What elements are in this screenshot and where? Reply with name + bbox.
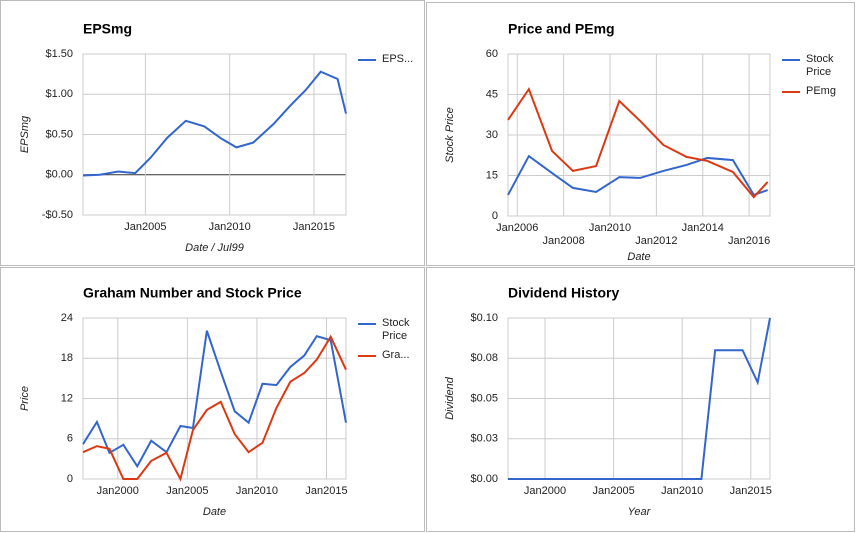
panel xyxy=(426,267,855,532)
series-line xyxy=(507,86,769,199)
x-tick-label: Jan2005 xyxy=(166,485,208,497)
y-tick-label: 6 xyxy=(67,433,73,445)
x-tick-label: Jan2000 xyxy=(97,485,139,497)
y-tick-label: 0 xyxy=(492,210,498,222)
y-axis-title: Price xyxy=(19,386,31,411)
x-tick-label: Jan2005 xyxy=(124,221,166,233)
x-tick-label: Jan2015 xyxy=(730,485,772,497)
legend-item: EPS... xyxy=(382,53,414,65)
y-tick-label: $0.03 xyxy=(470,433,498,445)
legend-item: Gra... xyxy=(382,349,410,361)
x-axis-title: Date / Jul99 xyxy=(185,242,244,254)
y-tick-label: 60 xyxy=(486,48,498,60)
legend-item: Stock Price xyxy=(806,53,834,78)
legend-item: Stock Price xyxy=(382,317,410,342)
x-axis-title: Year xyxy=(628,506,652,518)
y-tick-label: $1.50 xyxy=(45,48,73,60)
panel xyxy=(426,2,855,266)
y-axis-title: Stock Price xyxy=(444,107,456,163)
x-axis-title: Date xyxy=(627,251,650,263)
series-line xyxy=(82,70,347,177)
y-tick-label: 18 xyxy=(61,352,73,364)
y-tick-label: $1.00 xyxy=(45,88,73,100)
y-tick-label: $0.08 xyxy=(470,352,498,364)
x-tick-label: Jan2006 xyxy=(496,222,538,234)
y-tick-label: $0.05 xyxy=(470,392,498,404)
series-line xyxy=(82,330,347,469)
x-tick-label: Jan2010 xyxy=(661,485,703,497)
x-tick-label: Jan2015 xyxy=(305,485,347,497)
x-tick-label: Jan2008 xyxy=(543,235,585,247)
x-tick-label: Jan2012 xyxy=(635,235,677,247)
legend-item: PEmg xyxy=(806,85,836,97)
chart-title: Price and PEmg xyxy=(508,21,615,37)
legend-label: Stock Price xyxy=(806,53,834,78)
x-tick-label: Jan2005 xyxy=(593,485,635,497)
x-tick-label: Jan2010 xyxy=(589,222,631,234)
y-tick-label: $0.00 xyxy=(45,169,73,181)
x-tick-label: Jan2015 xyxy=(293,221,335,233)
y-axis-title: Dividend xyxy=(444,376,456,420)
series-line xyxy=(508,317,771,480)
legend-label: PEmg xyxy=(806,85,836,97)
plot-frame xyxy=(507,53,771,217)
legend-label: Stock Price xyxy=(382,317,410,342)
plot-frame xyxy=(82,53,347,216)
series-line xyxy=(82,334,347,482)
y-tick-label: 45 xyxy=(486,88,498,100)
x-tick-label: Jan2016 xyxy=(728,235,770,247)
chart-title: Dividend History xyxy=(508,285,619,301)
panel xyxy=(0,267,425,532)
legend-label: EPS... xyxy=(382,53,414,65)
y-tick-label: 15 xyxy=(486,169,498,181)
y-tick-label: 24 xyxy=(61,312,73,324)
x-tick-label: Jan2010 xyxy=(209,221,251,233)
plot-frame xyxy=(82,317,347,480)
series-line xyxy=(507,154,769,197)
y-tick-label: 30 xyxy=(486,129,498,141)
x-tick-label: Jan2014 xyxy=(682,222,724,234)
x-tick-label: Jan2000 xyxy=(524,485,566,497)
y-tick-label: $0.50 xyxy=(45,128,73,140)
y-tick-label: -$0.50 xyxy=(42,209,73,221)
y-tick-label: $0.00 xyxy=(470,473,498,485)
y-axis-title: EPSmg xyxy=(19,115,31,153)
y-tick-label: 0 xyxy=(67,473,73,485)
chart-title: Graham Number and Stock Price xyxy=(83,285,302,301)
x-axis-title: Date xyxy=(203,506,226,518)
x-tick-label: Jan2010 xyxy=(236,485,278,497)
y-tick-label: 12 xyxy=(61,392,73,404)
y-tick-label: $0.10 xyxy=(470,312,498,324)
chart-title: EPSmg xyxy=(83,21,132,37)
legend-label: Gra... xyxy=(382,349,410,361)
